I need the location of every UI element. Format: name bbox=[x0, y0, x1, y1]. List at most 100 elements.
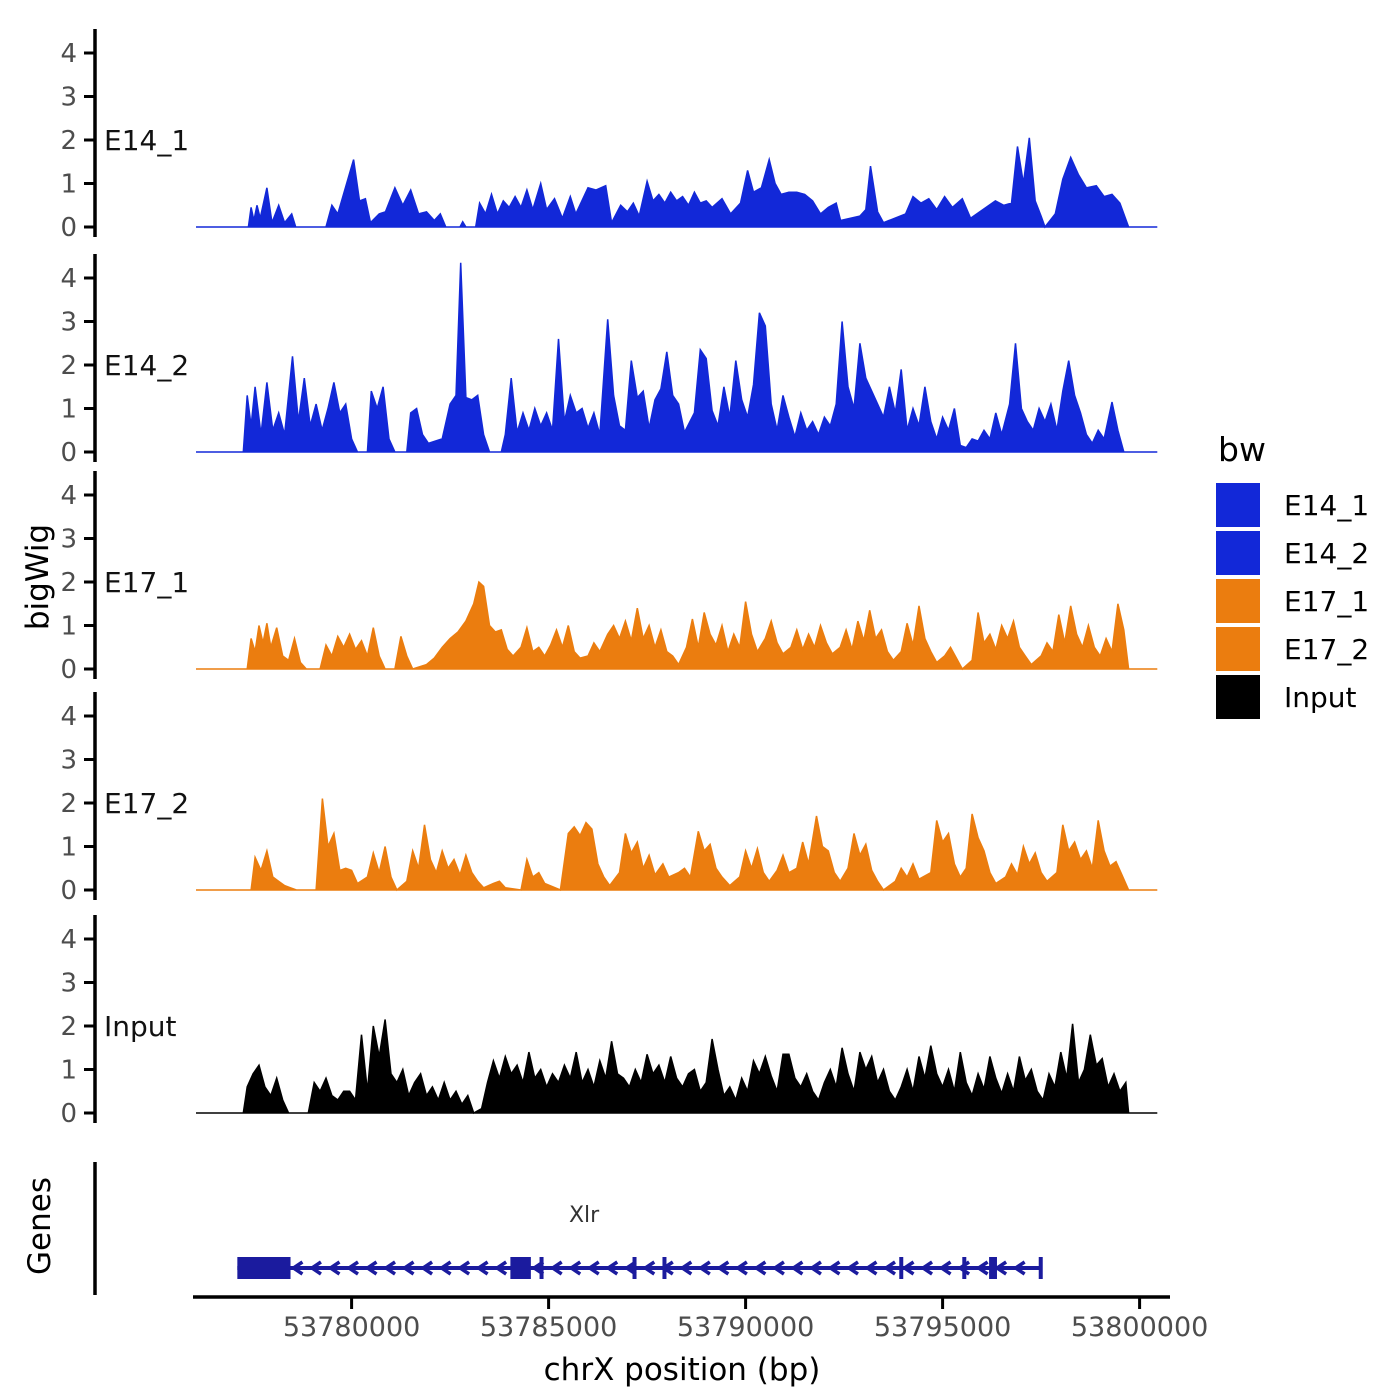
y-axis-title: bigWig bbox=[20, 523, 56, 631]
gene-exon bbox=[899, 1257, 904, 1279]
genes-axis-title: Genes bbox=[22, 1177, 58, 1275]
x-tick-label: 53790000 bbox=[677, 1312, 814, 1343]
x-axis: 53780000 53785000 53790000 53795000 53800000 bbox=[193, 1295, 1208, 1343]
strand-arrow-left-icon bbox=[734, 1260, 748, 1276]
y-tick-label: 2 bbox=[60, 789, 77, 819]
gene-exon bbox=[962, 1257, 967, 1279]
strand-arrow-left-icon bbox=[845, 1260, 859, 1276]
y-tick-label: 4 bbox=[60, 264, 77, 294]
y-tick-label: 4 bbox=[60, 481, 77, 511]
legend-label: Input bbox=[1284, 680, 1357, 714]
track-label-E17_2: E17_2 bbox=[104, 787, 189, 820]
strand-arrow-left-icon bbox=[771, 1260, 785, 1276]
y-tick-label: 2 bbox=[60, 126, 77, 156]
strand-arrow-left-icon bbox=[308, 1260, 322, 1276]
track-area-E14_2[interactable] bbox=[196, 262, 1158, 453]
y-tick-label: 2 bbox=[60, 351, 77, 381]
gene-exon bbox=[237, 1257, 291, 1279]
y-tick-label: 2 bbox=[60, 1012, 77, 1042]
x-tick-label: 53795000 bbox=[874, 1312, 1011, 1343]
strand-arrow-left-icon bbox=[401, 1260, 415, 1276]
strand-arrow-left-icon bbox=[901, 1260, 915, 1276]
y-tick-label: 1 bbox=[60, 395, 77, 425]
legend: bw E14_1 E14_2 E17_1 E17_2 Input bbox=[1216, 430, 1369, 723]
strand-arrow-left-icon bbox=[475, 1260, 489, 1276]
strand-arrow-left-icon bbox=[753, 1260, 767, 1276]
strand-arrow-left-icon bbox=[456, 1260, 471, 1276]
y-tick-label: 3 bbox=[60, 308, 77, 338]
track-area-E17_2[interactable] bbox=[196, 798, 1158, 892]
legend-entry-E17_1[interactable]: E17_1 bbox=[1216, 579, 1369, 623]
track-panel-E14_2: 0 1 2 3 4 E14_2 bbox=[60, 254, 1158, 468]
strand-arrow-left-icon bbox=[1012, 1260, 1026, 1276]
y-tick-label: 2 bbox=[60, 568, 77, 598]
y-tick-label: 3 bbox=[60, 525, 77, 555]
strand-arrow-left-icon bbox=[993, 1260, 1008, 1276]
y-tick-label: 1 bbox=[60, 833, 77, 863]
strand-arrow-left-icon bbox=[808, 1260, 822, 1276]
track-label-Input: Input bbox=[104, 1010, 177, 1043]
legend-entry-E14_1[interactable]: E14_1 bbox=[1216, 483, 1369, 527]
legend-title: bw bbox=[1218, 430, 1266, 469]
y-tick-label: 1 bbox=[60, 1056, 77, 1086]
strand-arrow-left-icon bbox=[790, 1260, 804, 1276]
strand-arrow-left-icon bbox=[586, 1260, 600, 1276]
x-tick-label: 53785000 bbox=[480, 1312, 617, 1343]
strand-arrow-left-icon bbox=[642, 1260, 656, 1276]
y-tick-label: 0 bbox=[60, 1099, 77, 1129]
gene-exon bbox=[539, 1257, 544, 1279]
legend-label: E17_1 bbox=[1284, 584, 1370, 618]
strand-arrow-left-icon bbox=[493, 1260, 508, 1276]
legend-swatch-E14_1 bbox=[1216, 483, 1260, 527]
legend-swatch-E17_1 bbox=[1216, 579, 1260, 623]
track-panel-E17_1: 0 1 2 3 4 E17_1 bbox=[60, 471, 1158, 685]
gene-exon bbox=[662, 1257, 667, 1279]
track-label-E14_2: E14_2 bbox=[104, 349, 189, 382]
legend-swatch-E14_2 bbox=[1216, 531, 1260, 575]
track-area-Input[interactable] bbox=[196, 1019, 1158, 1115]
gene-exon bbox=[1038, 1257, 1043, 1279]
x-tick-label: 53780000 bbox=[283, 1312, 420, 1343]
strand-arrow-left-icon bbox=[938, 1260, 952, 1276]
gene-model-Xlr[interactable]: Xlr bbox=[237, 1203, 1043, 1279]
strand-arrow-left-icon bbox=[827, 1260, 841, 1276]
legend-entry-Input[interactable]: Input bbox=[1216, 675, 1369, 719]
strand-arrow-left-icon bbox=[327, 1260, 341, 1276]
strand-arrow-left-icon bbox=[605, 1260, 619, 1276]
track-panel-E17_2: 0 1 2 3 4 E17_2 bbox=[60, 692, 1158, 906]
strand-arrow-left-icon bbox=[697, 1260, 711, 1276]
legend-label: E14_1 bbox=[1284, 488, 1370, 522]
x-tick-label: 53800000 bbox=[1071, 1312, 1208, 1343]
y-tick-label: 3 bbox=[60, 746, 77, 776]
strand-arrow-left-icon bbox=[438, 1260, 452, 1276]
track-panel-Input: 0 1 2 3 4 Input bbox=[60, 915, 1158, 1129]
strand-arrow-left-icon bbox=[290, 1260, 304, 1276]
y-tick-label: 0 bbox=[60, 213, 77, 243]
y-tick-label: 0 bbox=[60, 438, 77, 468]
legend-label: E17_2 bbox=[1284, 632, 1370, 666]
y-tick-label: 1 bbox=[60, 170, 77, 200]
track-panel-E14_1: 0 1 2 3 4 E14_1 bbox=[60, 29, 1158, 243]
strand-arrow-left-icon bbox=[716, 1260, 730, 1276]
track-label-E14_1: E14_1 bbox=[104, 124, 189, 157]
legend-swatch-Input bbox=[1216, 675, 1260, 719]
strand-arrow-left-icon bbox=[364, 1260, 378, 1276]
strand-arrow-left-icon bbox=[975, 1260, 989, 1276]
gene-exon bbox=[632, 1257, 637, 1279]
strand-arrow-left-icon bbox=[382, 1260, 397, 1276]
gene-name-label: Xlr bbox=[569, 1203, 600, 1228]
track-area-E14_1[interactable] bbox=[196, 137, 1158, 229]
y-tick-label: 1 bbox=[60, 612, 77, 642]
x-axis-title: chrX position (bp) bbox=[543, 1352, 821, 1388]
strand-arrow-left-icon bbox=[549, 1260, 563, 1276]
strand-arrow-left-icon bbox=[419, 1260, 434, 1276]
legend-entry-E14_2[interactable]: E14_2 bbox=[1216, 531, 1369, 575]
y-tick-label: 0 bbox=[60, 876, 77, 906]
strand-arrow-left-icon bbox=[864, 1260, 878, 1276]
y-tick-label: 3 bbox=[60, 83, 77, 113]
y-tick-label: 4 bbox=[60, 702, 77, 732]
strand-arrow-left-icon bbox=[345, 1260, 359, 1276]
track-area-E17_1[interactable] bbox=[196, 580, 1158, 671]
legend-entry-E17_2[interactable]: E17_2 bbox=[1216, 627, 1369, 671]
